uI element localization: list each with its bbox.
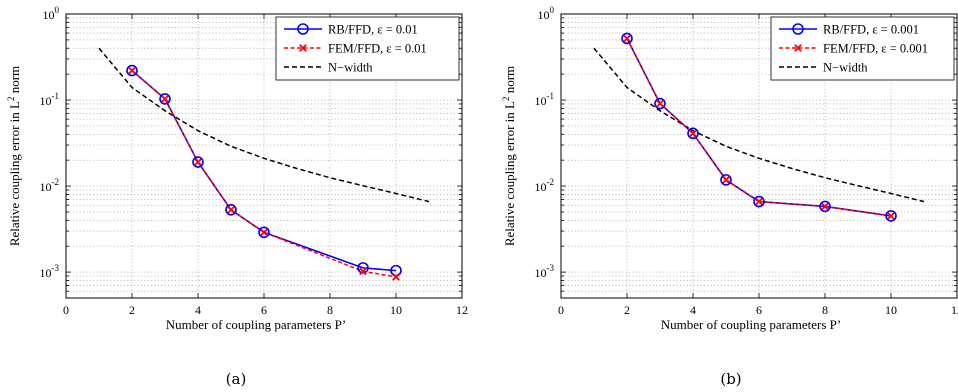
y-tick-label: 10-1	[40, 91, 60, 108]
data-point-fem	[227, 205, 235, 214]
x-tick-label: 10	[885, 303, 897, 317]
y-axis-label: Relative coupling error in L2 norm	[501, 66, 517, 246]
data-point-fem	[755, 197, 763, 206]
x-axis-label: Number of coupling parameters P’	[661, 317, 842, 332]
data-point-rb	[753, 195, 765, 208]
x-tick-label: 6	[756, 303, 762, 317]
data-point-rb	[357, 262, 369, 274]
legend-marker-cross	[299, 44, 307, 52]
legend-label: FEM/FFD, ε = 0.001	[823, 42, 928, 56]
data-point-fem	[392, 273, 400, 281]
y-tick-label: 10-1	[535, 91, 555, 108]
y-tick-label: 10-3	[40, 263, 60, 280]
legend-label: FEM/FFD, ε = 0.01	[328, 42, 427, 56]
data-point-fem	[887, 212, 895, 220]
data-point-fem	[623, 34, 631, 43]
data-point-rb	[819, 200, 831, 213]
legend-marker-circle	[792, 23, 804, 35]
data-point-fem	[359, 267, 367, 276]
x-tick-label: 10	[390, 303, 402, 317]
x-tick-label: 4	[690, 303, 696, 317]
y-tick-label: 10-3	[535, 263, 555, 280]
data-point-fem	[689, 129, 697, 138]
series-line-nwidth	[98, 47, 430, 203]
x-tick-label: 12	[456, 303, 468, 317]
legend-label: RB/FFD, ε = 0.001	[823, 23, 919, 37]
x-tick-label: 6	[261, 303, 267, 317]
data-point-fem	[722, 176, 730, 184]
data-point-rb	[258, 226, 270, 239]
y-tick-label: 10-2	[40, 177, 60, 194]
data-point-fem	[260, 228, 268, 237]
data-point-rb	[225, 203, 237, 216]
data-point-fem	[656, 99, 664, 108]
x-tick-label: 2	[129, 303, 135, 317]
data-point-rb	[159, 93, 171, 105]
x-tick-label: 8	[822, 303, 828, 317]
y-tick-label: 10-2	[535, 177, 555, 194]
legend: RB/FFD, ε = 0.01 FEM/FFD, ε = 0.01 N−width	[275, 16, 460, 81]
y-tick-label: 100	[43, 5, 60, 22]
x-tick-label: 4	[195, 303, 201, 317]
x-tick-label: 0	[558, 303, 564, 317]
legend-marker-cross	[794, 44, 802, 52]
data-point-fem	[128, 66, 136, 75]
data-point-rb	[192, 156, 204, 168]
chart-panel-a: 0 2 4 6 8 10 12 100 10-1 10-2 10-3 Number of coupli…	[6, 5, 468, 388]
legend-label: N−width	[823, 61, 868, 75]
data-point-fem	[821, 202, 829, 211]
panel-caption: (b)	[720, 370, 741, 388]
data-point-fem	[161, 95, 169, 103]
legend-label: RB/FFD, ε = 0.01	[328, 23, 418, 37]
x-tick-label: 0	[63, 303, 69, 317]
data-point-rb	[720, 174, 732, 186]
x-axis-label: Number of coupling parameters P’	[166, 317, 347, 332]
legend-marker-circle	[297, 23, 309, 35]
panel-caption: (a)	[226, 370, 247, 388]
x-tick-label: 12	[951, 303, 958, 317]
legend: RB/FFD, ε = 0.001 FEM/FFD, ε = 0.001 N−wid…	[770, 16, 955, 81]
data-point-fem	[194, 158, 202, 166]
y-tick-label: 100	[538, 5, 555, 22]
data-point-rb	[126, 64, 138, 77]
series-line-nwidth	[593, 47, 925, 203]
data-point-rb	[621, 32, 633, 45]
y-axis-label: Relative coupling error in L2 norm	[6, 66, 22, 246]
chart-panel-b: 0 2 4 6 8 10 12 100 10-1 10-2 10-3 Number of coupli…	[501, 5, 958, 388]
legend-label: N−width	[328, 61, 373, 75]
x-tick-label: 2	[624, 303, 630, 317]
data-point-rb	[687, 127, 699, 140]
x-tick-label: 8	[327, 303, 333, 317]
data-point-rb	[654, 97, 666, 110]
data-point-rb	[885, 210, 897, 222]
